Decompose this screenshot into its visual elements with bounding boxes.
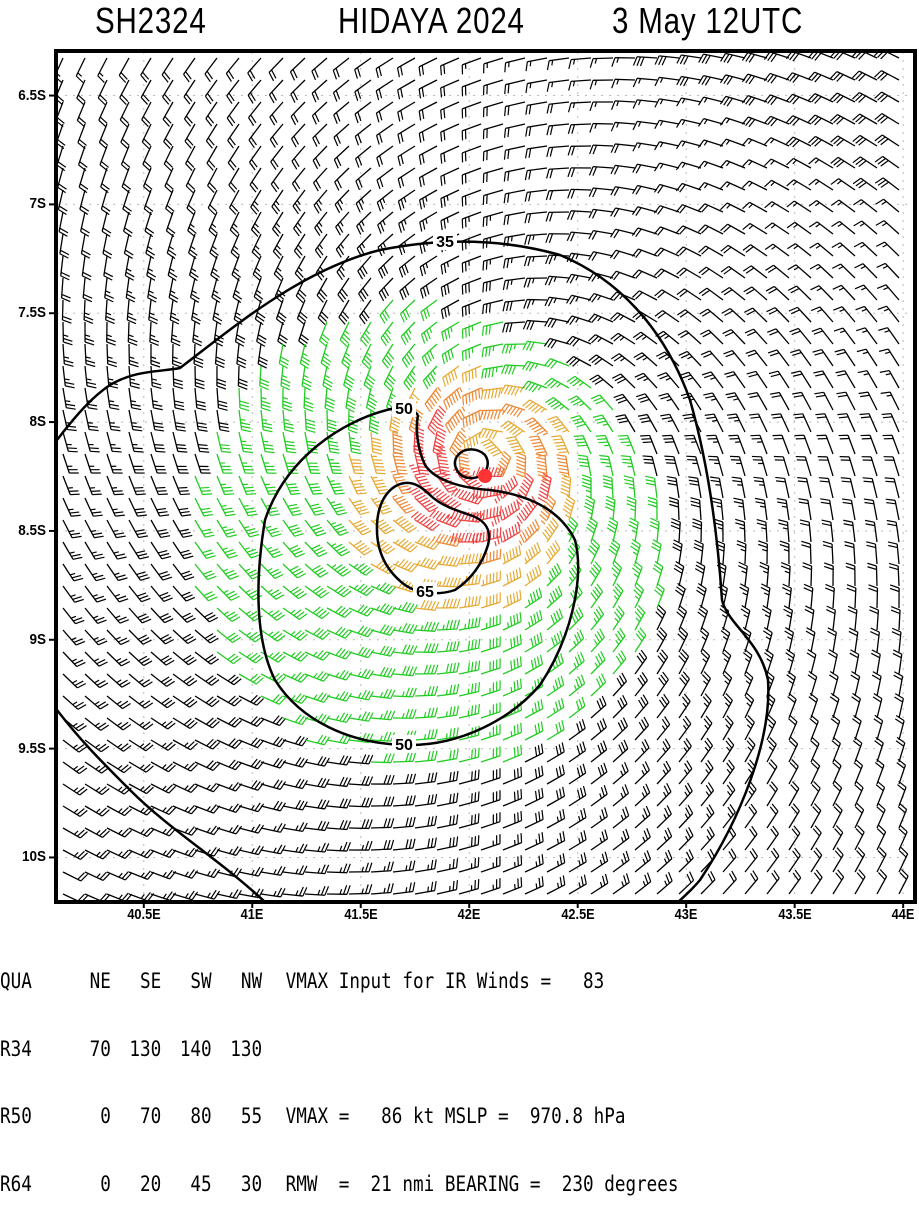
cell-ne: 70 (50, 1038, 110, 1061)
sw-header: SW (161, 970, 211, 993)
x-tick-label: 40.5E (127, 906, 160, 923)
se-header: SE (111, 970, 161, 993)
x-tick-label: 41E (241, 906, 264, 923)
row-note: VMAX = 86 kt MSLP = 970.8 hPa (262, 1105, 625, 1128)
cell-se: 130 (111, 1038, 161, 1061)
cell-nw: 55 (212, 1105, 262, 1128)
row-label: R34 (0, 1038, 50, 1061)
storm-center-marker (478, 469, 492, 483)
ne-header: NE (50, 970, 110, 993)
y-tick-label: 7S (5, 195, 46, 212)
vmax-input-note: VMAX Input for IR Winds = 83 (262, 970, 604, 993)
y-tick-label: 7.5S (5, 304, 46, 321)
y-tick-label: 9S (5, 631, 46, 648)
cell-sw: 140 (161, 1038, 211, 1061)
x-tick-label: 44E (892, 906, 915, 923)
x-tick-label: 41.5E (344, 906, 377, 923)
cell-sw: 80 (161, 1105, 211, 1128)
cell-sw: 45 (161, 1173, 211, 1196)
cell-se: 20 (111, 1173, 161, 1196)
cell-nw: 30 (212, 1173, 262, 1196)
y-tick-label: 8.5S (5, 522, 46, 539)
x-tick-label: 42.5E (561, 906, 594, 923)
y-tick-label: 6.5S (5, 87, 46, 104)
x-tick-label: 43E (675, 906, 698, 923)
nw-header: NW (212, 970, 262, 993)
row-label: R64 (0, 1173, 50, 1196)
row-note: RMW = 21 nmi BEARING = 230 degrees (262, 1173, 678, 1196)
cell-ne: 0 (50, 1173, 110, 1196)
y-tick-label: 8S (5, 413, 46, 430)
quadrant-header: QUA (0, 970, 50, 993)
row-label: R50 (0, 1105, 50, 1128)
y-tick-label: 9.5S (5, 740, 46, 757)
x-tick-label: 42E (458, 906, 481, 923)
y-tick-label: 10S (5, 848, 46, 865)
cell-nw: 130 (212, 1038, 262, 1061)
cell-se: 70 (111, 1105, 161, 1128)
x-tick-label: 43.5E (778, 906, 811, 923)
cell-ne: 0 (50, 1105, 110, 1128)
